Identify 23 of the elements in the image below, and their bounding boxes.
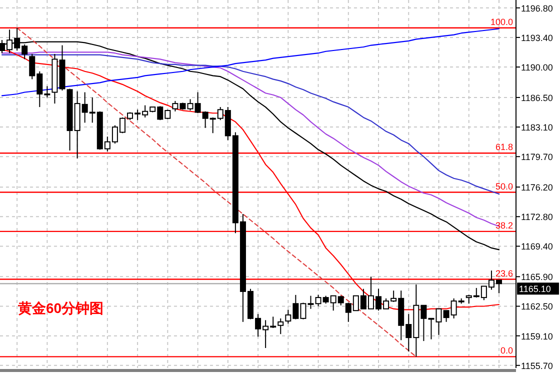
y-tick-label: 1179.70 — [521, 152, 553, 162]
annotation: 100.0 — [490, 16, 513, 27]
y-tick-label: 1196.80 — [521, 3, 553, 14]
line-series — [1, 28, 500, 96]
annotation: 50.0 — [495, 181, 513, 192]
y-tick-label: 1172.80 — [521, 212, 553, 222]
annotation: 0.0 — [500, 346, 513, 356]
annotation: 38.2 — [495, 220, 513, 230]
annotation: 61.8 — [495, 142, 513, 152]
y-tick-label: 1183.10 — [521, 122, 553, 133]
y-tick-label: 1186.50 — [521, 92, 553, 103]
line-series — [16, 27, 417, 358]
ref-line-label: 1165.10 — [519, 284, 551, 294]
y-tick-label: 1190.00 — [521, 62, 553, 73]
y-tick-label: 1159.10 — [521, 331, 553, 342]
annotation: 23.6 — [495, 268, 513, 278]
y-tick-label: 1162.50 — [521, 302, 553, 312]
y-tick-label: 1176.20 — [521, 182, 553, 193]
y-tick-label: 1169.40 — [521, 242, 553, 252]
y-tick-label: 1165.90 — [521, 272, 553, 282]
y-tick-label: 1193.40 — [521, 32, 553, 43]
y-tick-label: 1155.70 — [521, 360, 553, 371]
text: 黄金60分钟图 — [17, 300, 104, 316]
